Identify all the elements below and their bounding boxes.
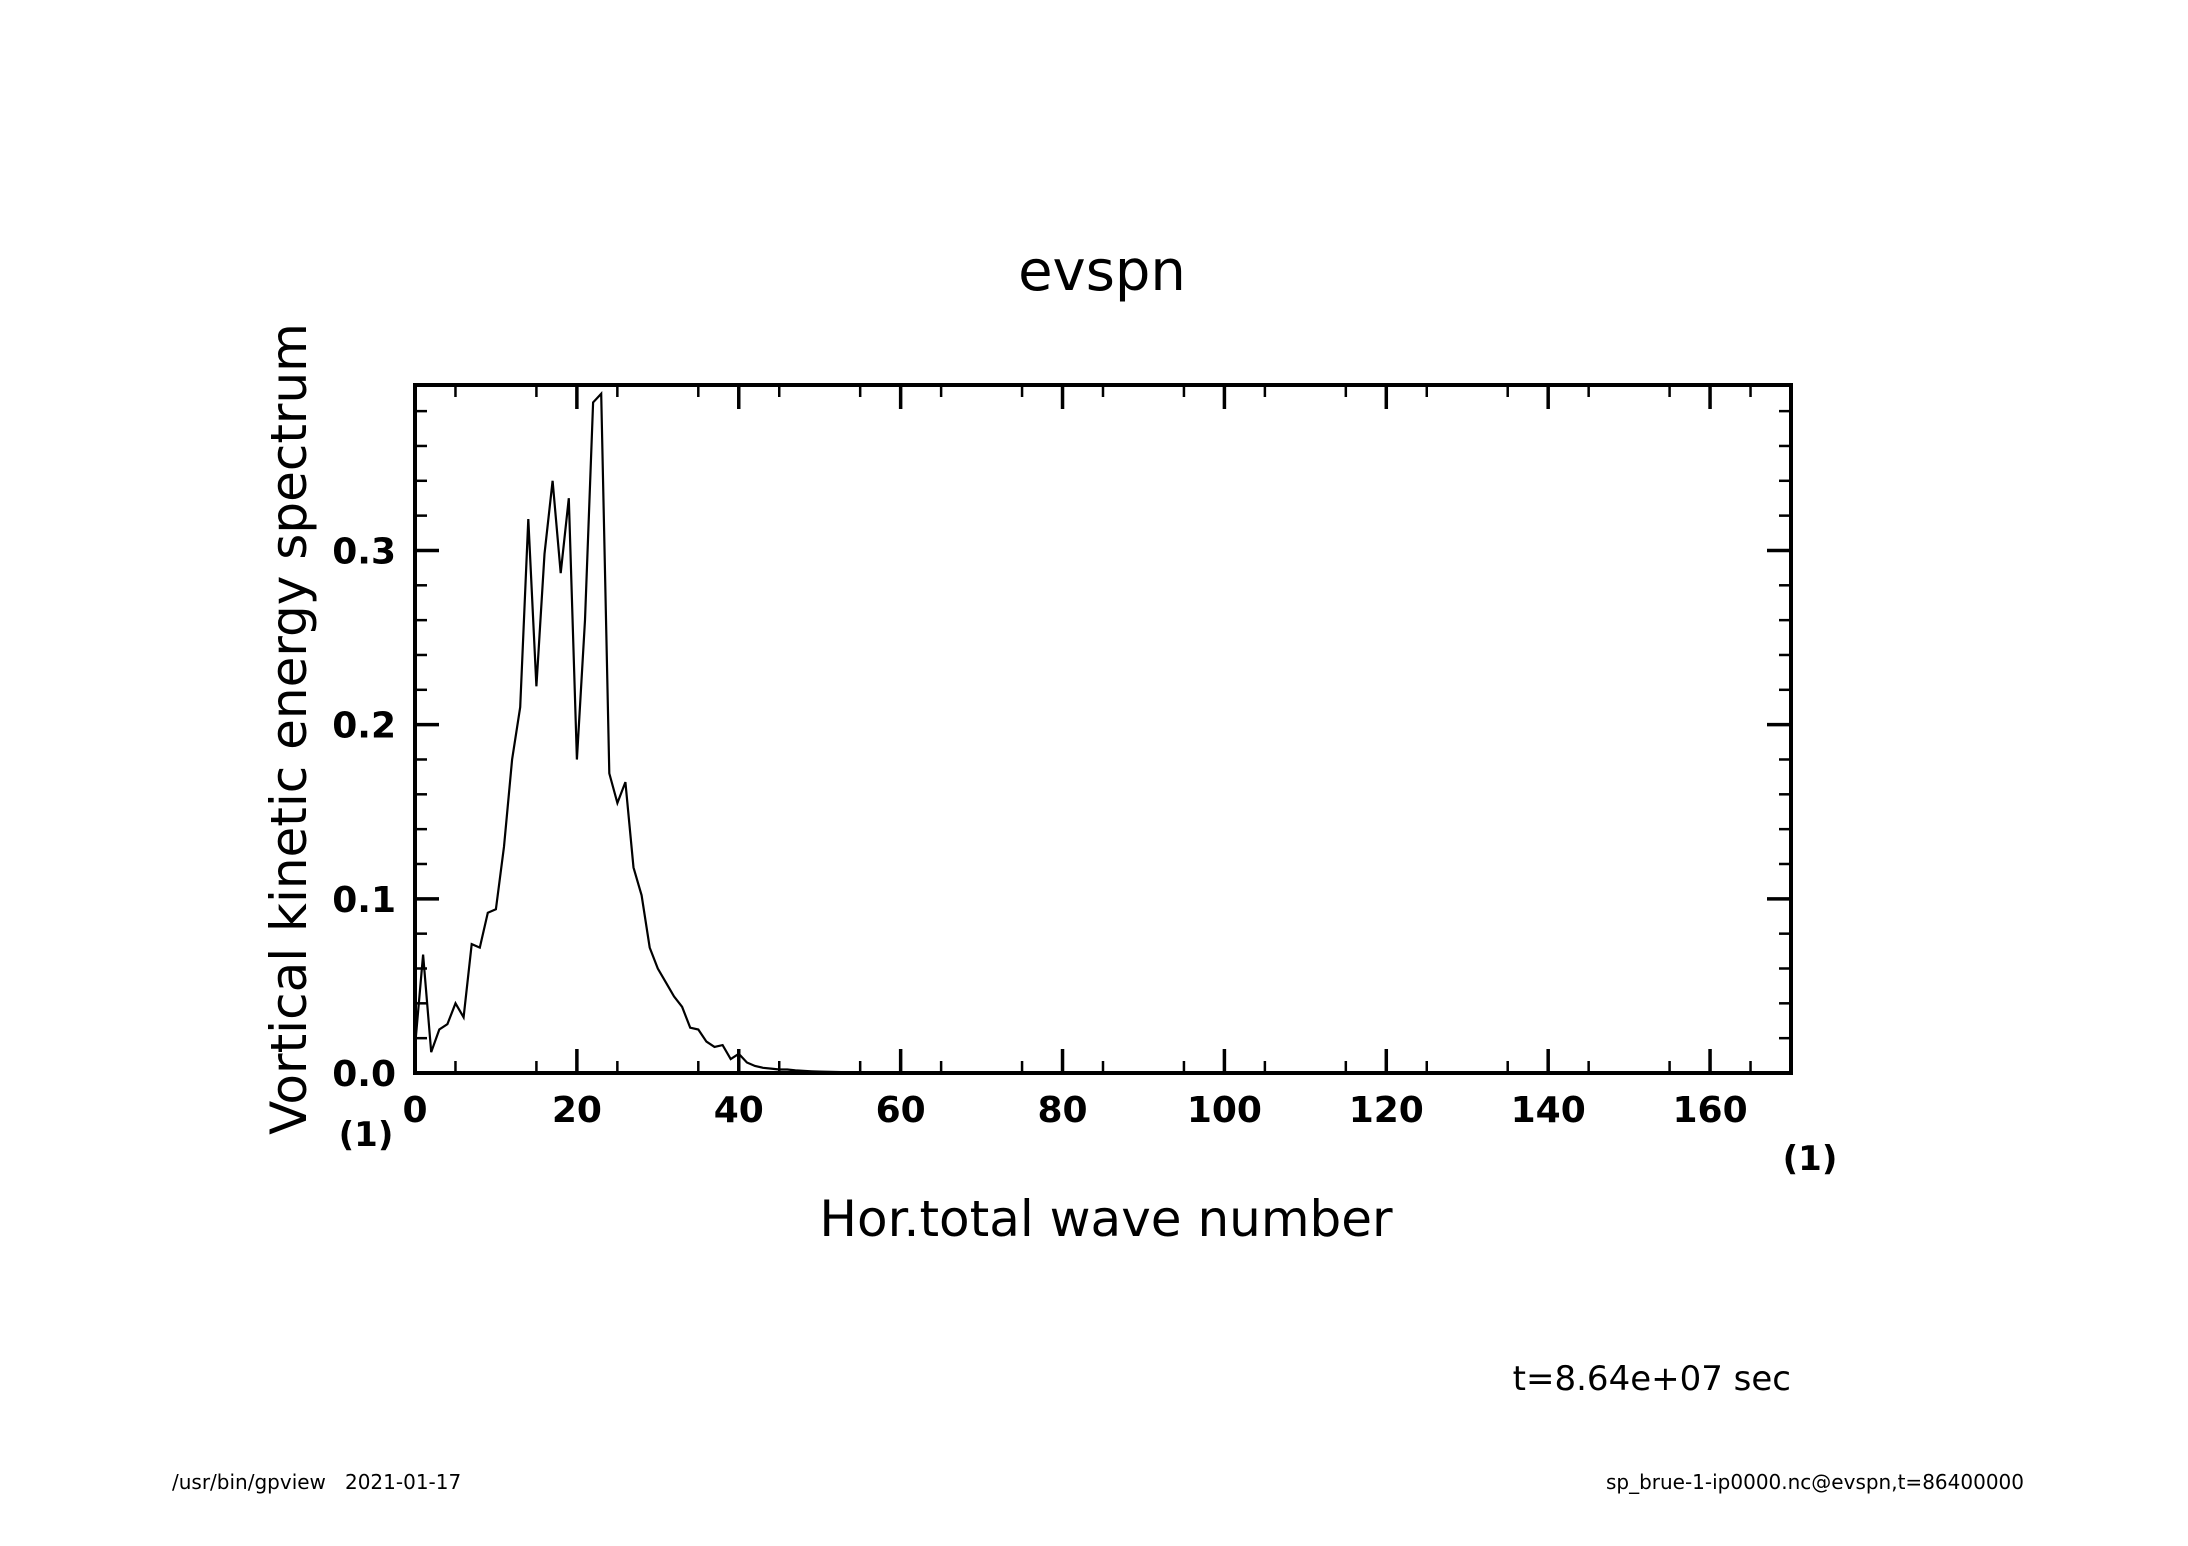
x-tick-labels: 0 20 40 60 80 100 120 140 160: [402, 1090, 1747, 1131]
x-tick-label: 20: [552, 1090, 602, 1131]
chart-title: evspn: [1018, 239, 1186, 304]
x-tick-label: 60: [876, 1090, 926, 1131]
x-tick-label: 40: [714, 1090, 764, 1131]
y-tick-label: 0.1: [332, 880, 396, 921]
y-unit-label: (1): [339, 1115, 394, 1155]
x-tick-label: 0: [402, 1090, 427, 1131]
series-line: [413, 390, 1791, 1075]
x-unit-label: (1): [1783, 1139, 1838, 1179]
footer-right: sp_brue-1-ip0000.nc@evspn,t=86400000: [1606, 1470, 2024, 1494]
y-tick-label: 0.3: [332, 531, 396, 572]
y-tick-labels: 0.0 0.1 0.2 0.3: [332, 531, 396, 1095]
y-tick-label: 0.2: [332, 706, 396, 747]
x-tick-label: 140: [1511, 1090, 1586, 1131]
plot-frame: [413, 383, 1793, 1075]
major-ticks: [413, 385, 1791, 1075]
x-axis-label: Hor.total wave number: [819, 1190, 1393, 1248]
x-tick-label: 80: [1037, 1090, 1087, 1131]
time-annotation: t=8.64e+07 sec: [1513, 1359, 1791, 1399]
y-axis-label: Vortical kinetic energy spectrum: [260, 323, 318, 1135]
x-tick-label: 120: [1349, 1090, 1424, 1131]
minor-ticks: [415, 385, 1791, 1073]
x-tick-label: 100: [1187, 1090, 1262, 1131]
footer-left: /usr/bin/gpview 2021-01-17: [172, 1470, 461, 1494]
x-tick-label: 160: [1672, 1090, 1747, 1131]
y-tick-label: 0.0: [332, 1054, 396, 1095]
